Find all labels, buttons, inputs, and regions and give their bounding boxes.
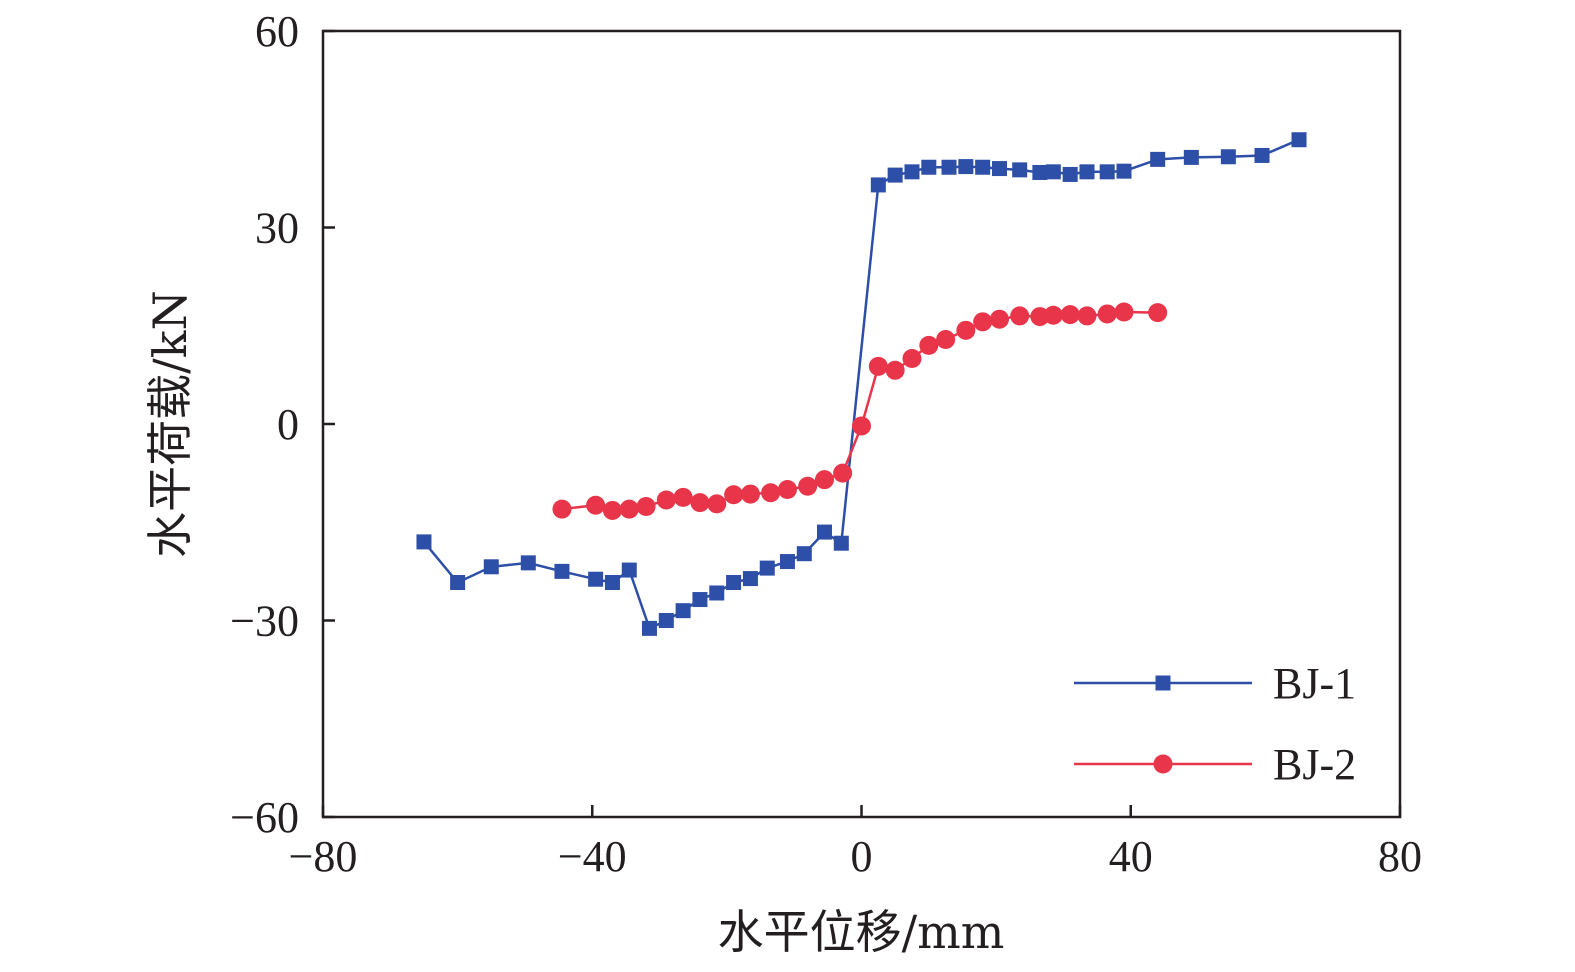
data-point xyxy=(619,499,639,519)
legend-label: BJ-1 xyxy=(1273,659,1356,708)
legend-marker xyxy=(1155,675,1171,691)
data-point xyxy=(761,483,781,503)
data-point xyxy=(636,497,656,517)
data-point xyxy=(1043,305,1063,325)
data-point xyxy=(483,559,499,575)
series-bj-1 xyxy=(416,132,1307,636)
data-point xyxy=(520,555,536,571)
data-point xyxy=(1060,305,1080,325)
data-point xyxy=(742,571,758,587)
data-point xyxy=(641,620,657,636)
data-point xyxy=(658,613,674,628)
data-point xyxy=(726,575,742,591)
y-tick-label: 0 xyxy=(277,400,299,449)
data-point xyxy=(1148,303,1168,323)
legend: BJ-1 BJ-2 xyxy=(1074,659,1356,789)
data-point xyxy=(973,312,993,332)
data-point xyxy=(1116,163,1132,179)
data-point xyxy=(1150,151,1166,167)
data-point xyxy=(588,571,604,587)
data-point xyxy=(707,494,727,514)
data-point xyxy=(852,416,871,436)
data-point xyxy=(777,480,797,499)
data-point xyxy=(833,463,853,483)
data-point xyxy=(604,575,620,591)
data-point xyxy=(673,487,693,507)
data-point xyxy=(1220,149,1236,165)
legend-label: BJ-2 xyxy=(1273,740,1356,789)
y-tick-label: 30 xyxy=(255,204,299,253)
data-point xyxy=(1012,162,1028,178)
y-tick-label: 60 xyxy=(255,7,299,56)
data-point xyxy=(1114,302,1134,322)
series-line xyxy=(561,310,1158,512)
data-point xyxy=(936,330,956,350)
x-tick-label: −40 xyxy=(558,832,627,881)
data-point xyxy=(885,360,905,380)
data-point xyxy=(1062,166,1078,182)
series-line xyxy=(423,138,1300,631)
data-point xyxy=(759,560,775,576)
series-layer xyxy=(416,132,1307,636)
data-point xyxy=(798,476,818,496)
data-point xyxy=(450,575,466,591)
data-point xyxy=(958,159,974,175)
data-point xyxy=(779,554,795,570)
x-tick-label: 80 xyxy=(1378,832,1422,881)
data-point xyxy=(921,159,937,175)
data-point xyxy=(816,524,832,540)
data-point xyxy=(941,159,957,175)
data-point xyxy=(991,161,1007,177)
data-point xyxy=(1077,306,1097,326)
data-point xyxy=(1032,164,1048,180)
data-point xyxy=(1045,164,1061,180)
data-point xyxy=(956,320,976,340)
data-point xyxy=(1079,164,1095,180)
data-point xyxy=(887,167,903,183)
data-point xyxy=(1099,164,1115,180)
data-point xyxy=(554,563,570,579)
y-axis-title: 水平荷载/kN xyxy=(143,290,197,558)
data-point xyxy=(814,470,834,490)
axis-tick-labels: −80 −40 0 40 80 −60 −30 0 30 60 xyxy=(230,7,1422,881)
data-point xyxy=(904,164,920,180)
data-point xyxy=(586,495,606,515)
data-point xyxy=(833,535,849,551)
data-point xyxy=(1291,132,1307,148)
data-point xyxy=(975,159,991,175)
data-point xyxy=(602,500,622,520)
x-tick-label: 0 xyxy=(851,832,873,881)
y-tick-label: −30 xyxy=(230,597,299,646)
data-point xyxy=(919,335,939,355)
data-point xyxy=(902,349,922,368)
data-point xyxy=(796,546,812,562)
data-point xyxy=(1254,147,1270,163)
data-point xyxy=(1010,306,1030,326)
legend-marker xyxy=(1153,754,1173,774)
data-point xyxy=(552,499,572,519)
data-point xyxy=(416,534,432,550)
data-point xyxy=(656,490,676,510)
data-point xyxy=(675,603,691,619)
data-point xyxy=(692,592,708,608)
series-bj-2 xyxy=(552,302,1168,520)
legend-entry: BJ-1 xyxy=(1074,659,1356,708)
data-point xyxy=(740,484,760,504)
y-tick-label: −60 xyxy=(230,793,299,842)
data-point xyxy=(621,562,637,578)
data-point xyxy=(989,309,1009,329)
data-point xyxy=(1183,149,1199,165)
x-tick-label: 40 xyxy=(1109,832,1153,881)
axis-ticks xyxy=(321,29,1402,819)
data-point xyxy=(690,493,710,513)
data-point xyxy=(1097,304,1117,324)
data-point xyxy=(709,585,725,601)
data-point xyxy=(724,485,744,505)
data-point xyxy=(868,356,888,376)
x-axis-title: 水平位移/mm xyxy=(718,905,1005,959)
data-point xyxy=(870,177,886,193)
legend-entry: BJ-2 xyxy=(1074,740,1356,789)
x-tick-label: −80 xyxy=(289,832,358,881)
